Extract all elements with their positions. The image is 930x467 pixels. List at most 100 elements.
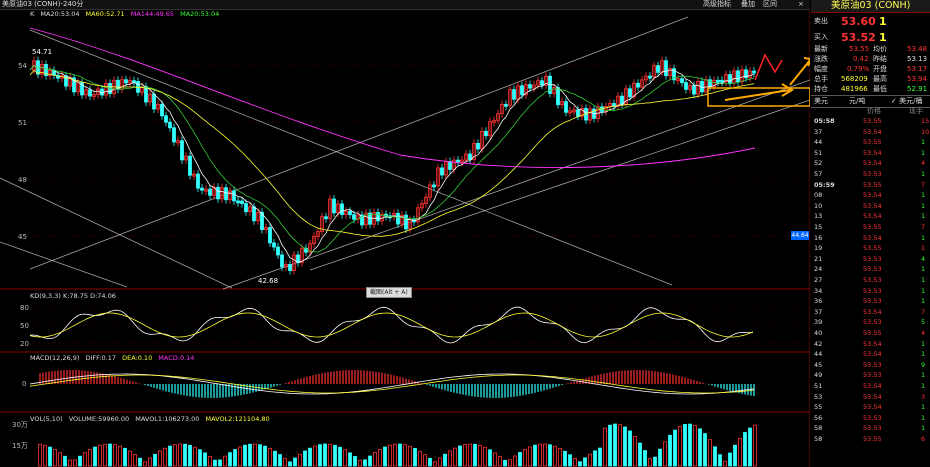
chart-title: 美原油03 (CONH)-240分 — [2, 0, 84, 8]
stat-value: 53.48 — [907, 45, 928, 53]
candle-body — [184, 155, 188, 161]
tick-time: 57 — [814, 170, 823, 178]
tab-yuan-ton[interactable]: 元/吨 — [849, 97, 866, 105]
quote-title-bar: 美原油03 (CONH) — [811, 0, 930, 13]
candle-body — [448, 161, 452, 170]
volume-bar — [433, 461, 437, 467]
tick-time: 05:59 — [814, 180, 835, 189]
volume-bar — [453, 447, 457, 467]
volume-bar — [498, 456, 502, 467]
stat-label: 开盘 — [873, 65, 887, 73]
volume-bar — [153, 453, 157, 467]
candle-body — [624, 88, 628, 105]
menu-item-overlay[interactable]: 叠加 — [741, 0, 755, 8]
candle-body — [736, 70, 740, 83]
volume-bar — [468, 443, 472, 467]
candle-body — [684, 82, 688, 90]
volume-bar — [203, 452, 207, 467]
candle-body — [644, 75, 648, 81]
kline-chart[interactable] — [0, 0, 810, 467]
menu-item-indicator[interactable]: 高级指标 — [703, 0, 731, 8]
candle-body — [416, 207, 420, 223]
vol-legend-mavol2: MAVOL2:121104.80 — [205, 415, 270, 423]
tick-price: 53.53 — [863, 424, 882, 433]
price-legend: K MA20:53.04 MA60:52.71 MA144:49.65 MA20… — [30, 10, 223, 18]
candle-body — [72, 77, 76, 93]
tick-row: 37 53.54 7 — [811, 307, 930, 318]
tick-volume: 5 — [921, 318, 926, 327]
candle-body — [476, 142, 480, 150]
candle-body — [356, 214, 360, 220]
low-label: 42.68 — [258, 277, 279, 285]
kdj-k-line — [29, 306, 754, 344]
vol-y-30: 30万 — [12, 421, 28, 429]
candle-body — [552, 87, 556, 94]
volume-bar — [98, 444, 102, 467]
volume-bar — [178, 443, 182, 467]
tick-row: 49 53.53 1 — [811, 370, 930, 381]
tick-volume: 1 — [921, 212, 926, 221]
volume-bar — [568, 454, 572, 467]
sell-row[interactable]: 卖出 53.60 1 — [811, 15, 930, 28]
trend-lines — [0, 16, 810, 290]
volume-bar — [163, 447, 167, 467]
tick-time: 13 — [814, 212, 823, 221]
volume-bar — [308, 447, 312, 467]
candle-body — [40, 63, 44, 75]
candle-body — [128, 80, 132, 84]
trend-line — [29, 16, 689, 270]
tick-price: 53.55 — [863, 180, 882, 189]
tick-row: 56 53.53 1 — [811, 413, 930, 424]
volume-bar — [253, 443, 257, 467]
volume-bar — [538, 443, 542, 467]
volume-bar — [78, 455, 82, 467]
tab-usd[interactable]: 美元 — [814, 97, 828, 105]
candle-body — [352, 214, 356, 220]
candle-body — [232, 190, 236, 202]
tick-price: 53.53 — [863, 265, 882, 274]
tick-time: 40 — [814, 329, 823, 337]
candle-body — [160, 103, 164, 117]
volume-bar — [333, 444, 337, 467]
candle-body — [304, 247, 308, 253]
tick-row: 21 53.53 4 — [811, 254, 930, 265]
menu-item-range[interactable]: 区间 — [763, 0, 777, 8]
tick-price: 53.55 — [863, 329, 882, 337]
volume-bar — [588, 453, 592, 467]
candle-body — [640, 79, 644, 88]
volume-bar — [258, 444, 262, 467]
tick-time: 37 — [814, 307, 823, 316]
volume-bar — [318, 444, 322, 467]
high-label: 54.71 — [32, 48, 53, 56]
volume-bar — [733, 444, 737, 467]
volume-bar — [58, 452, 62, 467]
buy-row[interactable]: 买入 53.52 1 — [811, 31, 930, 44]
tick-row: 15 53.55 7 — [811, 222, 930, 233]
volume-bar — [488, 449, 492, 467]
stat-label: 最新 — [814, 45, 828, 53]
volume-bar — [103, 443, 107, 467]
volume-bar — [158, 450, 162, 467]
volume-bar — [528, 446, 532, 467]
candle-body — [288, 264, 292, 271]
candle-body — [484, 130, 488, 137]
candle-body — [328, 198, 332, 219]
stat-value: 481966 — [841, 85, 868, 93]
volume-bar — [303, 450, 307, 467]
volume-bar — [598, 447, 602, 467]
annotation-zigzag — [754, 53, 783, 81]
candle-body — [240, 200, 244, 204]
volume-bar — [198, 449, 202, 467]
volume-bar — [738, 437, 742, 467]
kdj-y-80: 80 — [20, 304, 29, 312]
tab-usd-barrel[interactable]: ✓ 美元/桶 — [891, 97, 923, 105]
candle-body — [272, 242, 276, 248]
close-icon[interactable]: × — [798, 0, 804, 8]
stat-value: 53.13 — [907, 55, 928, 63]
volume-bar — [703, 433, 707, 467]
candle-body — [320, 216, 324, 233]
tick-row: 05:59 53.55 7 — [811, 180, 930, 191]
candle-body — [492, 119, 496, 123]
tick-price: 53.54 — [863, 307, 882, 316]
volume-bars — [38, 423, 757, 467]
